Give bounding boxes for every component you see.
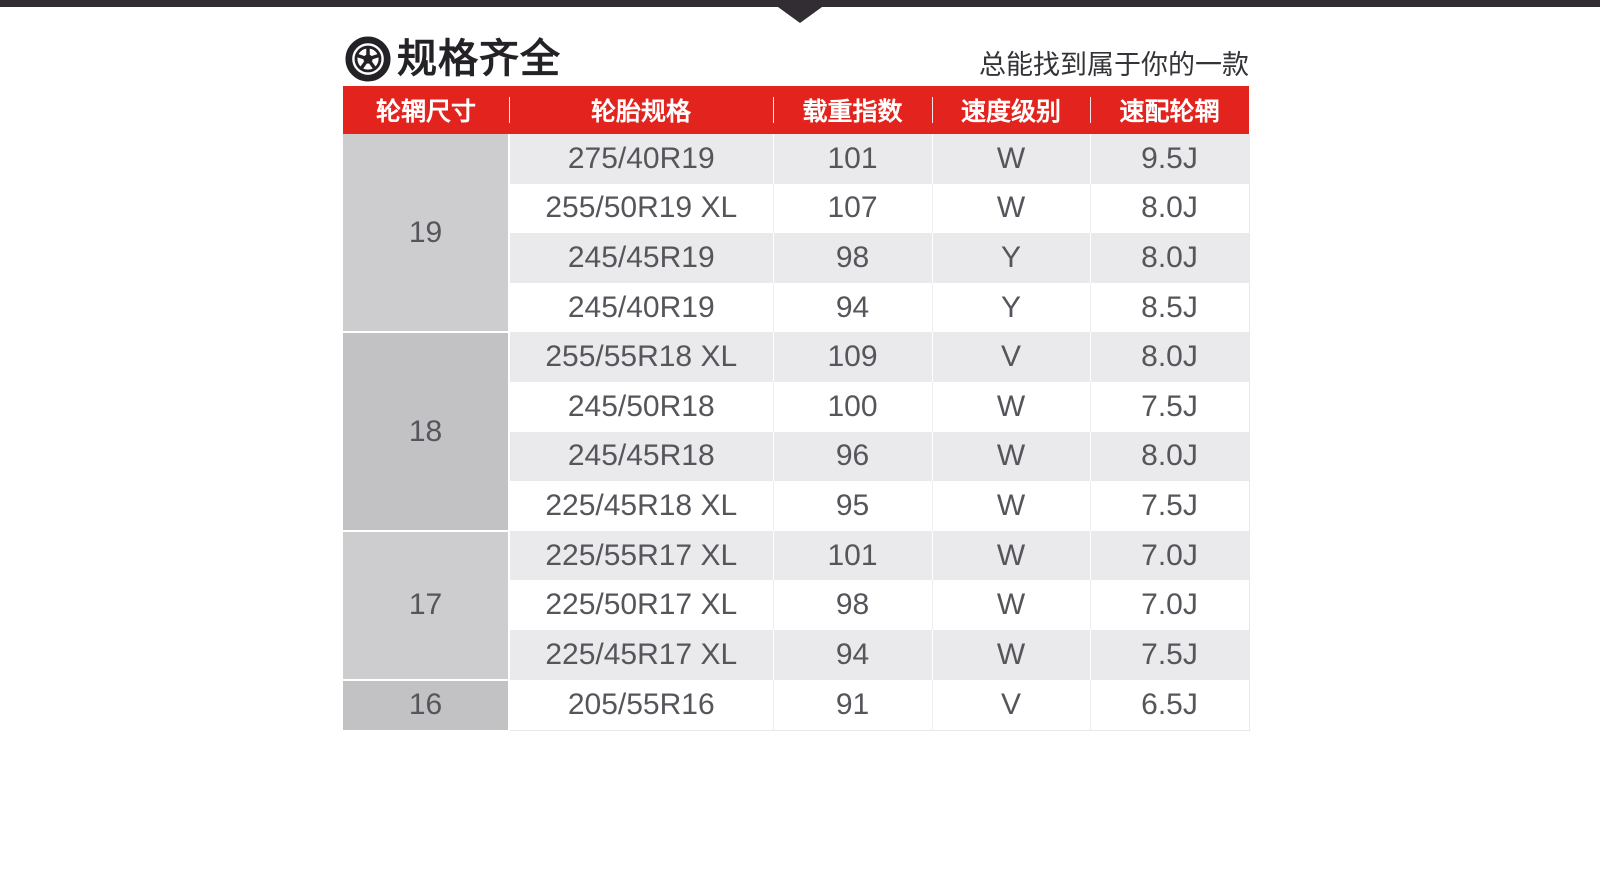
matching-rim-cell: 8.0J (1089, 183, 1250, 234)
spec-table-body: 19 275/40R19 101 W 9.5J 255/50R19 XL 107 W 8.0J 2… (343, 134, 1250, 731)
tire-spec-cell: 225/45R18 XL (509, 481, 773, 531)
rim-size-cell: 19 (343, 134, 510, 333)
speed-rating-cell: W (931, 530, 1090, 581)
load-index-cell: 101 (772, 530, 932, 581)
matching-rim-cell: 7.0J (1089, 580, 1250, 630)
speed-rating-cell: W (931, 381, 1090, 432)
page-subtitle: 总能找到属于你的一款 (979, 50, 1249, 80)
tire-spec-cell: 255/55R18 XL (508, 332, 773, 382)
tire-spec-cell: 255/50R19 XL (509, 183, 773, 234)
matching-rim-cell: 7.5J (1089, 481, 1250, 531)
tire-spec-cell: 245/40R19 (509, 282, 773, 333)
column-header-matching-rim: 速配轮辋 (1090, 86, 1249, 134)
tire-spec-cell: 225/55R17 XL (508, 530, 773, 581)
speed-rating-cell: W (931, 481, 1090, 531)
matching-rim-cell: 8.0J (1089, 332, 1250, 382)
table-row: 17 225/55R17 XL 101 W 7.0J (343, 529, 1250, 680)
matching-rim-cell: 9.5J (1089, 134, 1250, 184)
speed-rating-cell: W (931, 629, 1090, 680)
tire-spec-cell: 225/45R17 XL (509, 629, 773, 680)
tire-spec-cell: 275/40R19 (508, 134, 773, 184)
speed-rating-cell: Y (931, 233, 1090, 283)
matching-rim-cell: 7.5J (1089, 381, 1250, 432)
matching-rim-cell: 8.0J (1089, 431, 1250, 482)
tire-spec-cell: 205/55R16 (508, 679, 773, 731)
load-index-cell: 95 (772, 481, 932, 531)
speed-rating-cell: W (931, 134, 1090, 184)
table-row: 245/40R19 94 Y 8.5J (343, 282, 1250, 333)
table-row: 245/45R19 98 Y 8.0J (343, 233, 1250, 283)
column-header-tire-spec: 轮胎规格 (509, 86, 773, 134)
load-index-cell: 91 (772, 679, 932, 731)
load-index-cell: 100 (772, 381, 932, 432)
tire-spec-cell: 245/45R18 (509, 431, 773, 482)
wheel-icon (345, 36, 391, 82)
load-index-cell: 107 (772, 183, 932, 234)
table-row: 19 275/40R19 101 W 9.5J (343, 134, 1250, 333)
load-index-cell: 109 (772, 332, 932, 382)
speed-rating-cell: W (931, 580, 1090, 630)
rim-size-cell: 16 (343, 678, 510, 731)
table-row: 16 205/55R16 91 V 6.5J (343, 678, 1250, 731)
matching-rim-cell: 8.5J (1089, 282, 1250, 333)
load-index-cell: 96 (772, 431, 932, 482)
speed-rating-cell: Y (931, 282, 1090, 333)
tire-spec-cell: 245/45R19 (509, 233, 773, 283)
tire-spec-cell: 225/50R17 XL (509, 580, 773, 630)
spec-table-header: 轮辋尺寸 轮胎规格 载重指数 速度级别 速配轮辋 (343, 86, 1249, 134)
load-index-cell: 101 (772, 134, 932, 184)
tire-spec-cell: 245/50R18 (509, 381, 773, 432)
matching-rim-cell: 6.5J (1089, 679, 1250, 731)
speed-rating-cell: V (931, 679, 1090, 731)
column-header-speed-rating: 速度级别 (932, 86, 1090, 134)
speed-rating-cell: W (931, 183, 1090, 234)
table-row: 245/45R18 96 W 8.0J (343, 431, 1250, 482)
table-row: 225/50R17 XL 98 W 7.0J (343, 580, 1250, 630)
top-bar (0, 0, 1600, 7)
section-header: 规格齐全 总能找到属于你的一款 (345, 34, 1249, 84)
table-row: 225/45R18 XL 95 W 7.5J (343, 481, 1250, 531)
header-row: 轮辋尺寸 轮胎规格 载重指数 速度级别 速配轮辋 (343, 86, 1249, 134)
load-index-cell: 94 (772, 629, 932, 680)
table-row: 18 255/55R18 XL 109 V 8.0J (343, 331, 1250, 531)
matching-rim-cell: 7.0J (1089, 530, 1250, 581)
speed-rating-cell: V (931, 332, 1090, 382)
column-header-load-index: 载重指数 (773, 86, 932, 134)
load-index-cell: 98 (772, 233, 932, 283)
table-row: 245/50R18 100 W 7.5J (343, 381, 1250, 432)
matching-rim-cell: 7.5J (1089, 629, 1250, 680)
matching-rim-cell: 8.0J (1089, 233, 1250, 283)
table-row: 255/50R19 XL 107 W 8.0J (343, 183, 1250, 234)
rim-size-cell: 17 (343, 529, 510, 680)
page-title: 规格齐全 (397, 37, 561, 81)
speed-rating-cell: W (931, 431, 1090, 482)
load-index-cell: 94 (772, 282, 932, 333)
spec-table: 轮辋尺寸 轮胎规格 载重指数 速度级别 速配轮辋 19 275/40R19 101 W 9.5J… (343, 86, 1250, 731)
column-header-rim-size: 轮辋尺寸 (343, 86, 509, 134)
load-index-cell: 98 (772, 580, 932, 630)
table-row: 225/45R17 XL 94 W 7.5J (343, 629, 1250, 680)
rim-size-cell: 18 (343, 331, 510, 531)
pointer-down-triangle-icon (778, 7, 822, 23)
